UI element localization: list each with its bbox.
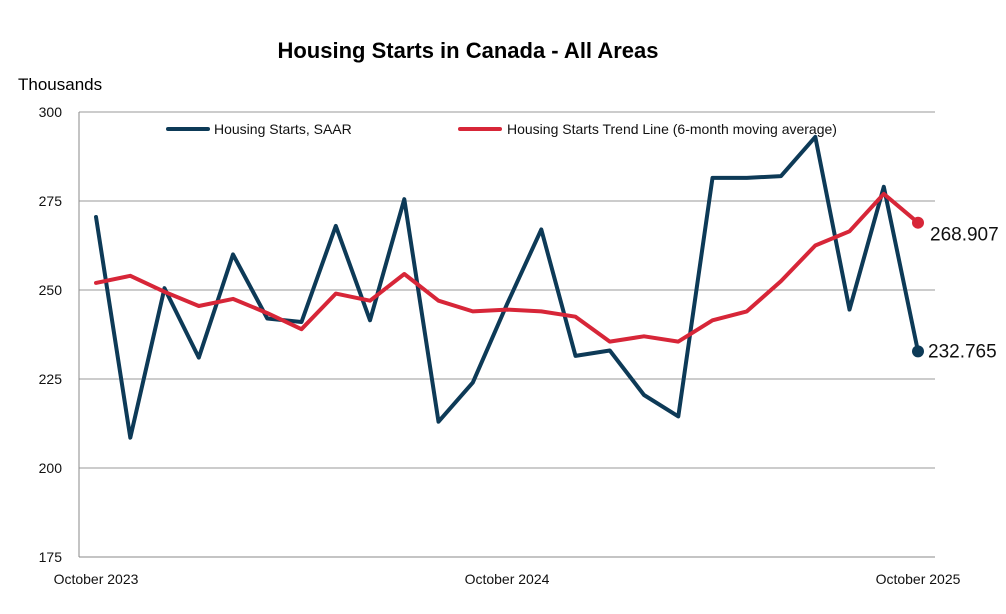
series-end-point-1 bbox=[912, 216, 924, 229]
y-tick-300: 300 bbox=[39, 104, 63, 120]
series-end-point-0 bbox=[912, 345, 924, 358]
y-tick-labels: 175 200 225 250 275 300 bbox=[39, 104, 63, 565]
y-tick-200: 200 bbox=[39, 460, 63, 476]
y-tick-250: 250 bbox=[39, 282, 63, 298]
series-line-0 bbox=[94, 134, 920, 440]
y-tick-225: 225 bbox=[39, 371, 63, 387]
legend-label-1: Housing Starts Trend Line (6-month movin… bbox=[507, 121, 837, 137]
x-tick-12: October 2024 bbox=[465, 571, 550, 587]
end-label-1: 268.907 bbox=[930, 225, 999, 246]
x-tick-labels: October 2023 October 2024 October 2025 bbox=[54, 571, 961, 587]
x-tick-0: October 2023 bbox=[54, 571, 139, 587]
end-labels: 232.765 268.907 bbox=[928, 225, 999, 363]
x-tick-24: October 2025 bbox=[876, 571, 961, 587]
chart-title: Housing Starts in Canada - All Areas bbox=[277, 38, 658, 63]
end-label-0: 232.765 bbox=[928, 341, 997, 362]
y-tick-175: 175 bbox=[39, 549, 63, 565]
series-line-1 bbox=[94, 191, 920, 344]
legend: Housing Starts, SAAR Housing Starts Trend… bbox=[166, 121, 837, 137]
legend-label-0: Housing Starts, SAAR bbox=[214, 121, 352, 137]
plot-area bbox=[94, 134, 924, 440]
y-tick-275: 275 bbox=[39, 193, 63, 209]
y-axis-label: Thousands bbox=[18, 75, 102, 94]
